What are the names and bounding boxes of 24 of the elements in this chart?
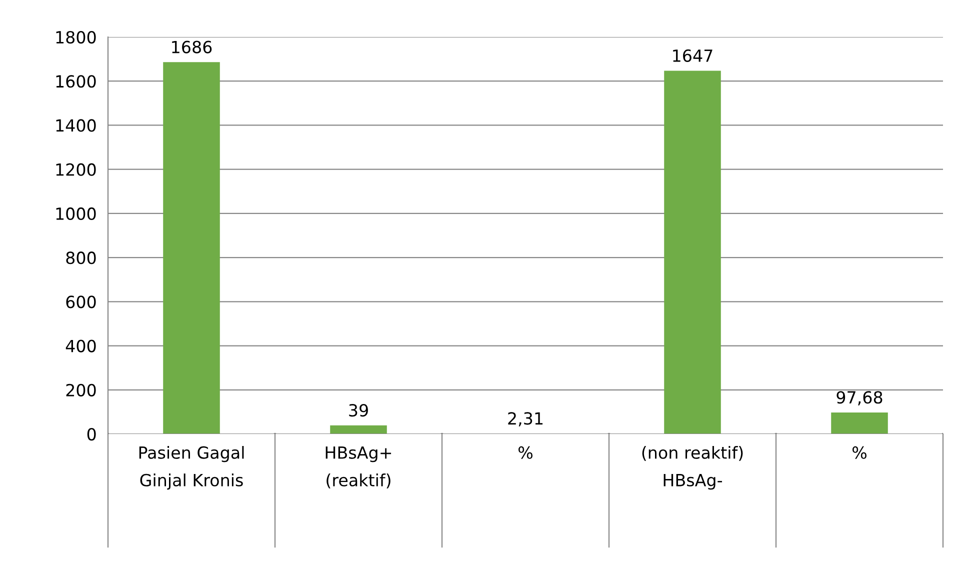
bar — [831, 412, 888, 434]
y-tick-label: 1800 — [56, 30, 96, 44]
x-tick-label: HBsAg+ (reaktif) — [326, 446, 392, 488]
y-tick-label: 1000 — [56, 207, 96, 220]
x-tick-label: Pasien Gagal Ginjal Kronis — [139, 446, 244, 490]
y-tick-label: 1600 — [56, 75, 96, 88]
y-tick-label: 1400 — [56, 119, 96, 132]
data-label: 1647 — [673, 49, 712, 62]
data-label: 2,31 — [508, 412, 543, 426]
data-label: 1686 — [172, 40, 212, 54]
y-tick-label: 400 — [66, 340, 96, 352]
y-tick-label: 600 — [66, 296, 96, 308]
bar — [330, 425, 387, 434]
x-tick-label: % — [852, 446, 866, 459]
data-label: 39 — [349, 404, 368, 417]
y-tick-label: 0 — [87, 428, 96, 441]
x-tick-label: (non reaktif) HBsAg- — [642, 446, 743, 490]
y-tick-label: 1200 — [56, 163, 96, 176]
bar — [163, 62, 220, 434]
y-tick-label: 800 — [66, 252, 96, 264]
bar — [664, 70, 721, 434]
x-tick-label: % — [518, 446, 532, 459]
y-tick-label: 200 — [66, 384, 96, 396]
data-label: 97,68 — [836, 391, 882, 406]
